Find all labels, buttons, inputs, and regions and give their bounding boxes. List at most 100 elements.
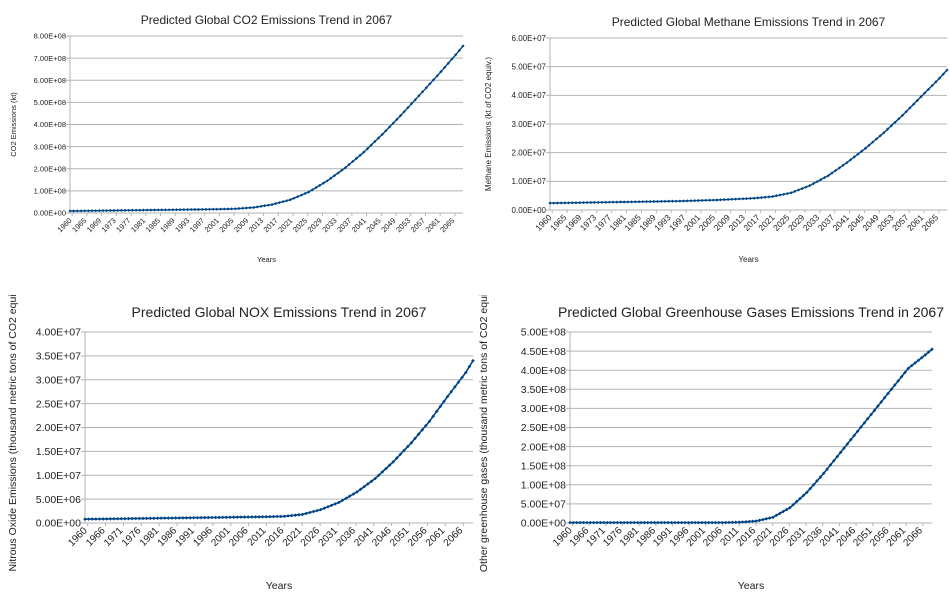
- data-point: [674, 199, 678, 203]
- data-point: [215, 207, 219, 211]
- data-point: [213, 515, 218, 520]
- data-point: [380, 132, 384, 137]
- data-point: [669, 520, 674, 525]
- data-point: [337, 500, 341, 505]
- data-point: [845, 161, 849, 165]
- data-point: [778, 193, 782, 197]
- y-tick-label: 1.50E+08: [521, 460, 566, 472]
- data-point: [909, 363, 914, 368]
- x-tick-label: 2001: [203, 216, 221, 234]
- data-point: [220, 515, 225, 520]
- data-point: [626, 200, 630, 204]
- data-point: [785, 191, 790, 196]
- data-point: [155, 516, 160, 521]
- data-point: [754, 519, 758, 523]
- y-tick-label: 1.00E+07: [36, 470, 81, 482]
- data-point: [618, 520, 623, 525]
- data-point: [424, 86, 428, 90]
- data-point: [659, 199, 663, 203]
- data-point: [138, 208, 142, 212]
- x-tick-label: 2005: [217, 216, 235, 234]
- data-point: [655, 199, 660, 204]
- data-point: [94, 209, 98, 213]
- ghg-chart: Predicted Global Greenhouse Gases Emissi…: [478, 283, 944, 592]
- data-point: [689, 520, 694, 525]
- chart-title: Predicted Global NOX Emissions Trend in …: [132, 304, 427, 320]
- y-axis-label: Methane Emissions (kt of CO2 equiv.): [484, 57, 493, 191]
- data-point: [241, 206, 245, 210]
- data-point: [629, 520, 633, 525]
- data-point: [322, 506, 327, 510]
- y-tick-label: 3.00E+08: [34, 142, 66, 151]
- data-point: [307, 190, 311, 194]
- data-point: [435, 74, 439, 78]
- y-tick-label: 2.50E+07: [36, 398, 81, 410]
- y-tick-label: 2.00E+08: [521, 441, 566, 453]
- data-point: [767, 516, 772, 520]
- x-tick-label: 1991: [174, 525, 198, 549]
- y-axis-label: Other greenhouse gases (thousand metric …: [478, 295, 490, 572]
- y-tick-label: 3.50E+08: [521, 384, 566, 396]
- x-tick-label: 2009: [232, 216, 250, 234]
- data-point: [852, 155, 856, 159]
- data-point: [86, 209, 90, 213]
- data-point: [652, 199, 656, 204]
- data-point: [275, 514, 279, 519]
- data-point: [826, 174, 830, 178]
- x-tick-label: 2006: [227, 525, 251, 549]
- data-point: [841, 163, 845, 167]
- data-point: [878, 134, 882, 138]
- chart-title: Predicted Global CO2 Emissions Trend in …: [141, 13, 393, 27]
- data-point: [141, 516, 145, 521]
- data-point: [659, 520, 664, 525]
- data-point: [318, 507, 323, 512]
- data-point: [706, 520, 711, 525]
- data-point: [632, 520, 637, 525]
- data-point: [417, 94, 421, 98]
- data-point: [589, 200, 593, 205]
- data-point: [432, 78, 436, 82]
- data-point: [771, 515, 775, 520]
- data-point: [777, 511, 782, 516]
- data-point: [842, 446, 846, 450]
- data-point: [171, 208, 175, 212]
- data-point: [409, 102, 414, 106]
- data-point: [637, 200, 641, 204]
- data-point: [428, 82, 432, 86]
- data-point: [815, 479, 819, 483]
- data-point: [615, 520, 620, 525]
- x-tick-label: 2031: [317, 525, 341, 549]
- data-point: [622, 520, 626, 525]
- data-point: [863, 146, 867, 150]
- data-point: [741, 197, 745, 201]
- data-point: [347, 494, 352, 498]
- data-point: [218, 207, 223, 211]
- y-tick-label: 8.00E+08: [34, 32, 66, 41]
- data-point: [830, 171, 834, 175]
- data-point: [387, 463, 392, 468]
- data-point: [886, 127, 890, 131]
- data-point: [588, 520, 593, 525]
- data-point: [235, 515, 240, 519]
- data-point: [259, 204, 263, 208]
- data-point: [574, 520, 579, 525]
- x-tick-label: 1981: [138, 525, 162, 549]
- data-point: [398, 452, 403, 457]
- data-point: [666, 520, 670, 525]
- data-point: [630, 200, 634, 204]
- data-point: [178, 208, 182, 212]
- data-point: [268, 514, 272, 519]
- data-point: [127, 208, 131, 212]
- data-point: [707, 198, 712, 202]
- data-point: [246, 515, 250, 519]
- data-point: [134, 208, 138, 212]
- data-point: [395, 117, 399, 122]
- data-point: [199, 515, 203, 520]
- y-tick-label: 7.00E+08: [34, 54, 66, 63]
- data-point: [570, 201, 574, 205]
- data-point: [730, 520, 735, 525]
- data-point: [635, 520, 640, 525]
- data-point: [260, 515, 265, 519]
- data-point: [217, 515, 221, 520]
- data-point: [443, 65, 447, 70]
